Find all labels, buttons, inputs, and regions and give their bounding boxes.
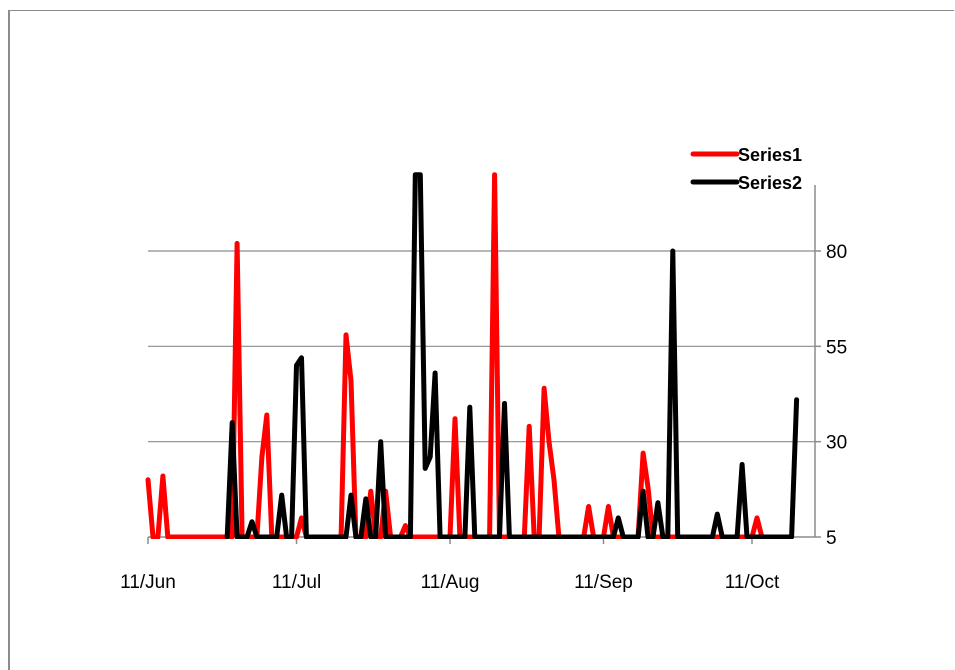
legend-label-series1: Series1	[738, 145, 802, 165]
y-tick-label: 55	[826, 337, 847, 358]
x-tick-label: 11/Sep	[574, 572, 633, 593]
legend: Series1 Series2	[693, 145, 802, 193]
x-tick-label: 11/Aug	[421, 572, 480, 593]
x-tick-labels: 11/Jun 11/Jul 11/Aug 11/Sep 11/Oct	[120, 572, 780, 593]
x-tick-label: 11/Jul	[272, 572, 321, 593]
series-lines	[148, 175, 797, 537]
legend-label-series2: Series2	[738, 173, 802, 193]
x-tick-label: 11/Jun	[120, 572, 176, 593]
series-line-series2	[227, 175, 796, 537]
y-tick-labels: 5 30 55 80	[826, 242, 847, 549]
x-tick-label: 11/Oct	[725, 572, 780, 593]
y-tick-label: 30	[826, 433, 847, 454]
axes	[148, 185, 821, 544]
y-tick-label: 5	[826, 528, 837, 549]
line-chart: 11/Jun 11/Jul 11/Aug 11/Sep 11/Oct 5 30 55 80 S…	[0, 0, 955, 650]
y-tick-label: 80	[826, 242, 847, 263]
gridlines	[148, 251, 815, 442]
